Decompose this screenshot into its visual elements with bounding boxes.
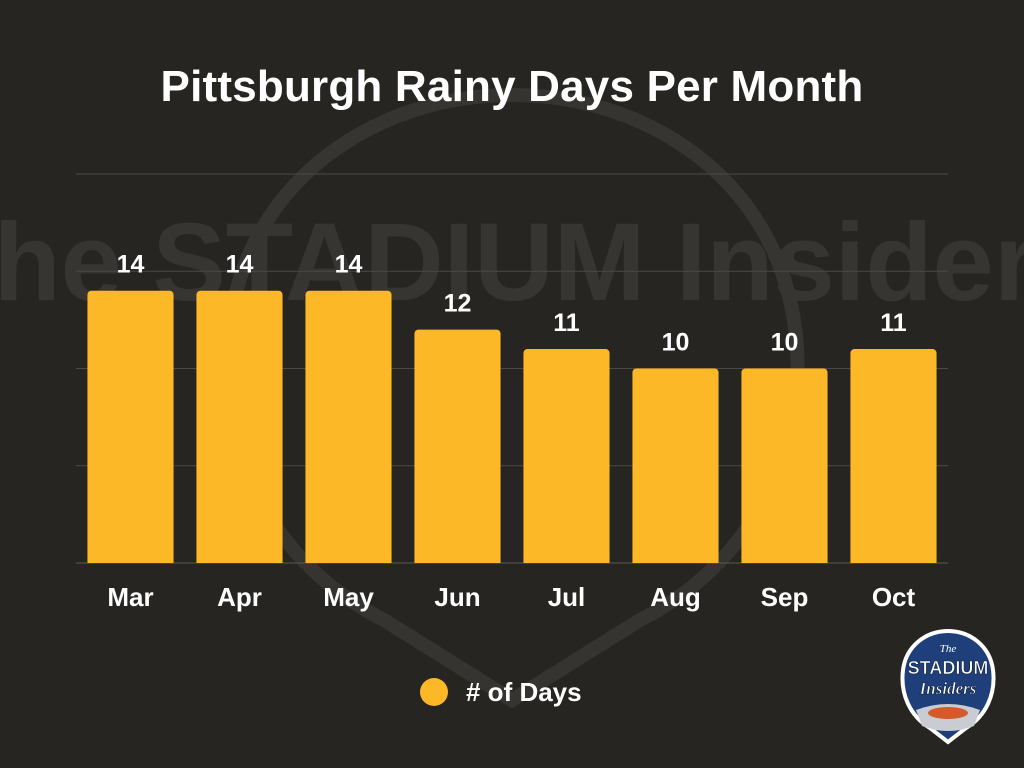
bar-aug <box>632 368 719 563</box>
value-labels: 14 14 14 12 11 10 10 11 <box>117 251 907 357</box>
legend-swatch <box>420 678 448 706</box>
bar-apr <box>196 290 283 563</box>
value-label: 10 <box>771 329 799 357</box>
svg-text:Insiders: Insiders <box>919 679 977 698</box>
x-tick-label: Jun <box>434 582 480 612</box>
bar-base-sep <box>741 557 828 563</box>
legend: # of Days <box>420 672 582 712</box>
bar-base-jul <box>523 557 610 563</box>
value-label: 14 <box>226 251 254 279</box>
bar-base-oct <box>850 557 937 563</box>
x-axis-labels: Mar Apr May Jun Jul Aug Sep Oct <box>107 582 915 612</box>
value-label: 14 <box>335 251 363 279</box>
bar-base-may <box>305 557 392 563</box>
bar-mar <box>87 290 174 563</box>
value-label: 14 <box>117 251 145 279</box>
legend-label: # of Days <box>466 676 582 707</box>
x-tick-label: Jul <box>548 582 586 612</box>
x-tick-label: May <box>323 582 374 612</box>
x-tick-label: Apr <box>217 582 262 612</box>
bar-oct <box>850 349 937 563</box>
bar-base-jun <box>414 557 501 563</box>
bar-base-apr <box>196 557 283 563</box>
bar-may <box>305 290 392 563</box>
bar-jun <box>414 329 501 563</box>
chart-title: Pittsburgh Rainy Days Per Month <box>160 62 864 111</box>
svg-text:STADIUM: STADIUM <box>908 658 989 678</box>
value-label: 11 <box>553 309 580 337</box>
x-tick-label: Mar <box>107 582 153 612</box>
bar-base-aug <box>632 557 719 563</box>
value-label: 12 <box>444 290 472 318</box>
value-label: 11 <box>880 309 907 337</box>
svg-text:The: The <box>940 643 957 655</box>
value-label: 10 <box>662 329 690 357</box>
stadium-insiders-logo: The STADIUM Insiders <box>900 628 996 745</box>
bar-sep <box>741 368 828 563</box>
x-tick-label: Oct <box>872 582 916 612</box>
x-tick-label: Aug <box>650 582 701 612</box>
bar-jul <box>523 349 610 563</box>
bar-base-mar <box>87 557 174 563</box>
x-tick-label: Sep <box>761 582 809 612</box>
bars <box>87 290 937 563</box>
